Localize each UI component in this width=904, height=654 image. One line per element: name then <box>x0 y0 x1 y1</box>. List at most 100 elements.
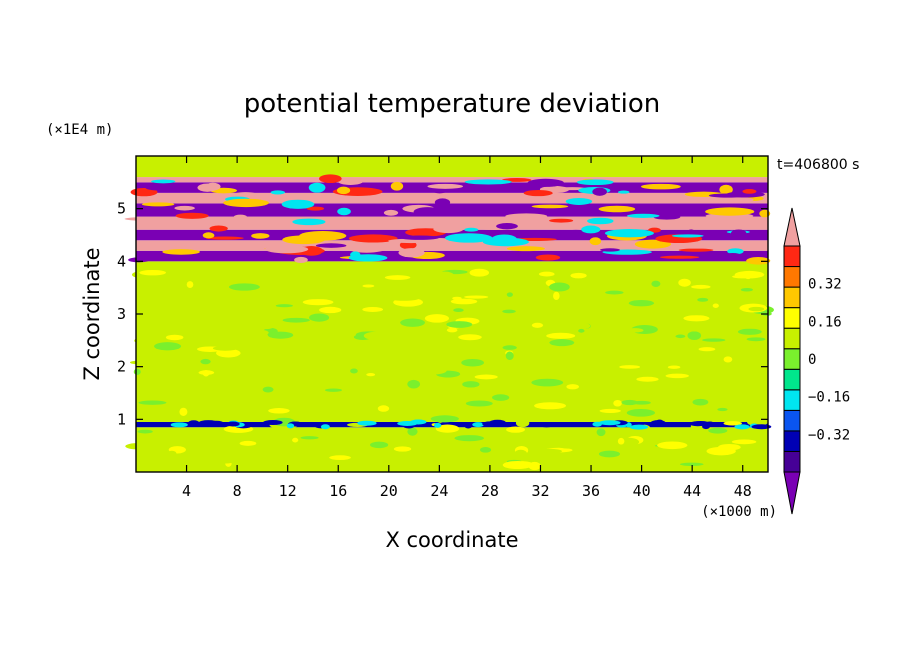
contour-patch <box>151 179 176 184</box>
contour-patch <box>369 441 389 449</box>
contour-patch <box>286 423 295 429</box>
contour-patch <box>479 447 492 453</box>
contour-patch <box>502 460 533 470</box>
contour-patch <box>620 358 649 362</box>
contour-patch <box>600 248 620 252</box>
x-tick-label: 24 <box>430 482 448 500</box>
contour-patch <box>167 450 177 457</box>
contour-patch <box>226 421 240 427</box>
contour-patch <box>720 268 737 275</box>
contour-patch <box>362 284 375 288</box>
contour-patch <box>553 291 560 301</box>
contour-patch <box>659 255 700 259</box>
contour-patch <box>581 225 601 234</box>
x-unit-label: (×1000 m) <box>701 504 777 520</box>
contour-patch <box>175 212 209 219</box>
contour-patch <box>215 308 244 316</box>
colorbar-label: 0.32 <box>808 277 842 293</box>
contour-patch <box>197 183 218 192</box>
contour-patch <box>667 365 681 369</box>
contour-patch <box>549 339 575 347</box>
contour-patch <box>129 360 146 365</box>
contour-patch <box>398 248 425 258</box>
contour-patch <box>712 303 719 308</box>
x-axis-ticks: 4 8 12 16 20 24 28 32 36 40 44 48 <box>182 156 752 500</box>
contour-patch <box>408 452 426 460</box>
contour-patch <box>628 299 655 307</box>
contour-patch <box>598 420 621 426</box>
contour-patch <box>619 365 641 369</box>
contour-patch <box>322 277 345 283</box>
contour-patch <box>134 337 148 344</box>
contour-patch <box>262 386 274 393</box>
y-axis-label: Z coordinate <box>80 247 104 380</box>
contour-patch <box>562 321 591 330</box>
contour-patch <box>587 217 614 225</box>
contour-patch <box>731 229 747 237</box>
contour-patch <box>399 402 429 408</box>
contour-patch <box>426 384 454 390</box>
contour-patch <box>746 337 766 342</box>
contour-patch <box>482 421 498 427</box>
contour-patch <box>534 355 556 364</box>
contour-patch <box>689 421 707 427</box>
contour-patch <box>124 217 170 221</box>
contour-patch <box>407 379 421 389</box>
contour-patch <box>538 271 555 277</box>
contour-patch <box>432 188 447 194</box>
contour-band-1 <box>136 421 768 428</box>
colorbar-box <box>783 327 801 350</box>
contour-patch <box>446 327 458 333</box>
contour-patch <box>726 191 765 198</box>
contour-patch <box>531 322 544 328</box>
contour-patch <box>675 334 686 339</box>
contour-patch <box>348 234 398 243</box>
contour-patch <box>305 282 330 288</box>
contour-patch <box>687 409 704 416</box>
contour-patch <box>644 393 665 398</box>
contour-patch <box>604 229 654 238</box>
contour-patch <box>617 190 630 194</box>
contour-patch <box>236 349 265 357</box>
contour-patch <box>337 177 364 185</box>
contour-patch <box>380 381 398 385</box>
contour-patch <box>362 307 384 313</box>
contour-patch <box>660 324 682 329</box>
contour-patch <box>309 313 330 322</box>
contour-patch <box>326 320 354 330</box>
contour-patch <box>683 315 710 322</box>
contour-patch <box>629 424 649 430</box>
contour-patch <box>151 281 165 286</box>
contour-patch <box>337 207 351 216</box>
contour-patch <box>207 457 238 464</box>
contour-patch <box>377 405 390 412</box>
contour-patch <box>360 280 378 286</box>
contour-patch <box>546 332 576 339</box>
contour-patch <box>200 358 211 365</box>
colorbar-box <box>783 307 801 329</box>
x-tick-label: 20 <box>380 482 398 500</box>
contour-band-3 <box>136 250 768 262</box>
time-label: t=406800 s <box>777 157 859 173</box>
contour-patch <box>613 399 622 407</box>
contour-patch <box>623 394 638 398</box>
contour-patch <box>639 252 688 257</box>
colorbar-box <box>783 348 801 370</box>
contour-patch <box>671 457 690 463</box>
contour-patch <box>713 196 754 204</box>
contour-patch <box>366 373 376 377</box>
contour-patch <box>665 373 689 379</box>
contour-patch <box>446 321 473 328</box>
colorbar-box <box>783 368 801 391</box>
contour-patch <box>535 254 561 261</box>
contour-patch <box>179 407 188 416</box>
contour-patch <box>719 184 733 195</box>
contour-patch <box>347 243 387 253</box>
contour-patch <box>308 182 326 193</box>
contour-patch <box>697 297 709 302</box>
contour-patch <box>596 428 606 437</box>
y-tick-label: 2 <box>117 358 126 376</box>
contour-patch <box>139 269 166 276</box>
contour-patch <box>267 331 294 339</box>
contour-patch <box>531 434 539 443</box>
